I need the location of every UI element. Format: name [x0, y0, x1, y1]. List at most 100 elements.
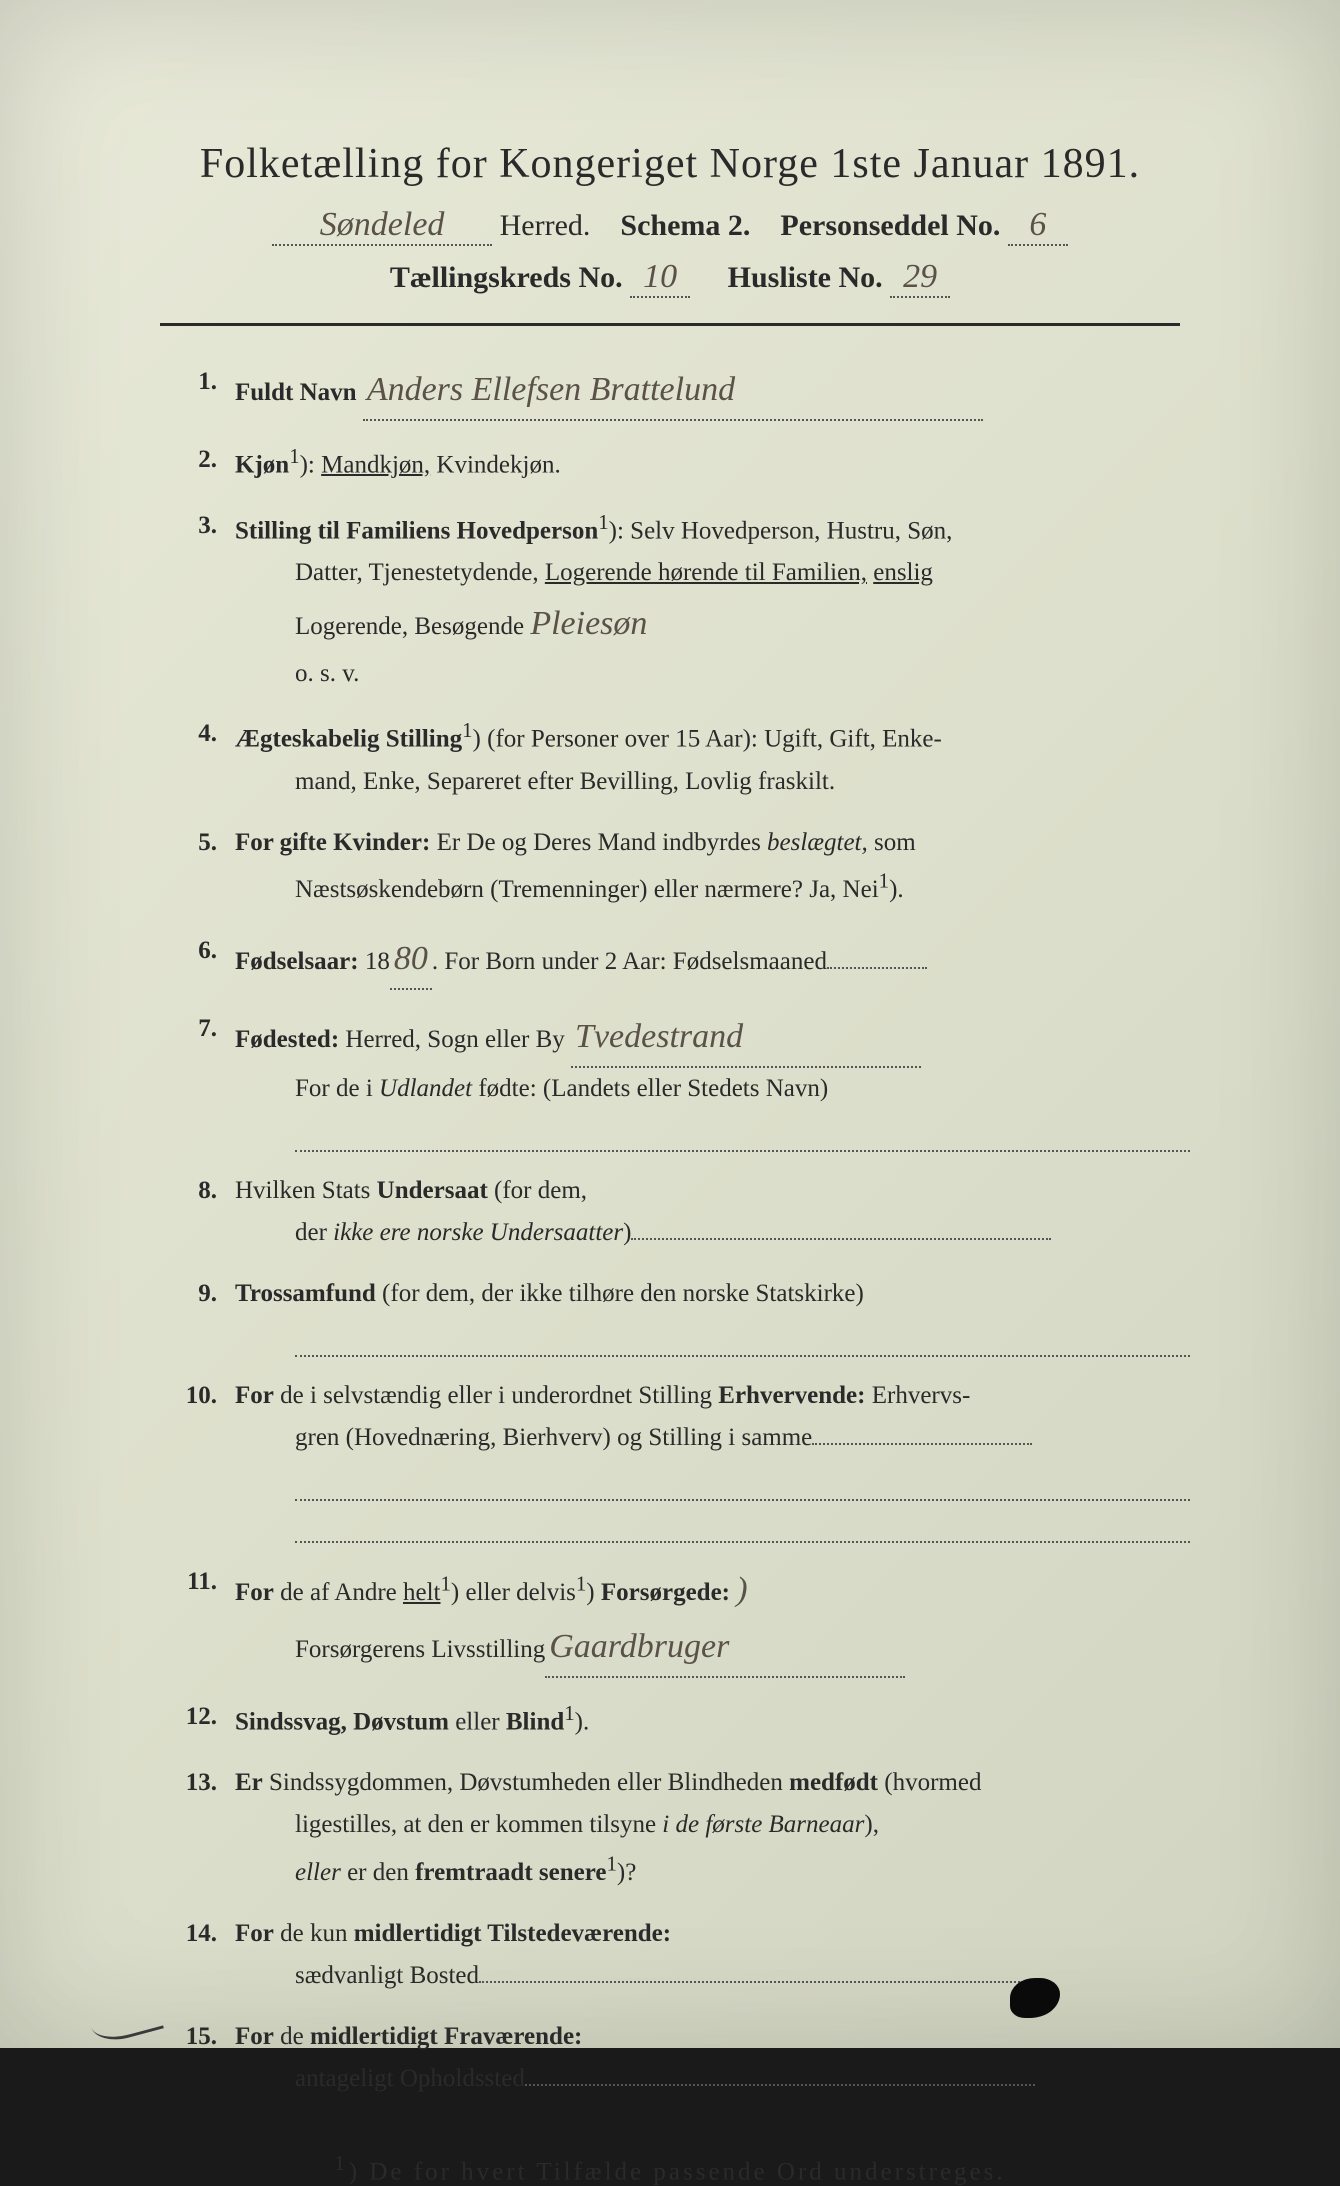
field-label: midlertidigt Tilstedeværende: — [354, 1920, 671, 1947]
item-content: Hvilken Stats Undersaat (for dem, der ik… — [235, 1170, 1190, 1255]
field-label: Sindssvag, Døvstum — [235, 1708, 449, 1735]
indented-text: sædvanligt Bosted — [235, 1962, 1039, 1989]
text: ) — [586, 1579, 601, 1606]
item-10: 10. For de i selvstændig eller i underor… — [180, 1375, 1190, 1543]
item-15: 15. For de midlertidigt Fraværende: anta… — [180, 2016, 1190, 2101]
item-content: Fødested: Herred, Sogn eller By Tvedestr… — [235, 1008, 1190, 1152]
footnote-ref: 1 — [289, 444, 299, 468]
footnote-ref: 1 — [441, 1571, 451, 1595]
indented-text: For de i Udlandet fødte: (Landets eller … — [235, 1075, 828, 1102]
personseddel-value: 6 — [1008, 206, 1068, 246]
field-label: For — [235, 1382, 274, 1409]
field-label: Erhvervende: — [718, 1382, 865, 1409]
item-8: 8. Hvilken Stats Undersaat (for dem, der… — [180, 1170, 1190, 1255]
item-content: Kjøn1): Mandkjøn, Kvindekjøn. — [235, 439, 1190, 487]
birth-year-value: 80 — [390, 930, 432, 990]
item-content: Fuldt Navn Anders Ellefsen Brattelund — [235, 361, 1190, 421]
schema-label: Schema 2. — [620, 209, 750, 242]
item-13: 13. Er Sindssygdommen, Døvstumheden elle… — [180, 1762, 1190, 1895]
item-num: 1. — [180, 361, 235, 421]
field-label: Fødested: — [235, 1026, 339, 1053]
item-content: For gifte Kvinder: Er De og Deres Mand i… — [235, 822, 1190, 912]
field-label: Er — [235, 1769, 263, 1796]
blank-line — [295, 1319, 1190, 1357]
blank-line — [295, 1114, 1190, 1152]
blank-line — [295, 1464, 1190, 1502]
field-label: Fuldt Navn — [235, 379, 357, 406]
item-6: 6. Fødselsaar: 1880. For Born under 2 Aa… — [180, 930, 1190, 990]
footnote-text: ) De for hvert Tilfælde passende Ord und… — [349, 2158, 1006, 2185]
kreds-value: 10 — [630, 258, 690, 298]
item-content: For de af Andre helt1) eller delvis1) Fo… — [235, 1561, 1190, 1679]
indented-text: Datter, Tjenestetydende, Logerende høren… — [235, 559, 933, 586]
item-9: 9. Trossamfund (for dem, der ikke tilhør… — [180, 1273, 1190, 1357]
text: Hvilken Stats — [235, 1177, 377, 1204]
item-num: 7. — [180, 1008, 235, 1152]
field-label: For gifte Kvinder: — [235, 829, 430, 856]
form-title: Folketælling for Kongeriget Norge 1ste J… — [120, 140, 1220, 188]
indented-text: antageligt Opholdssted — [235, 2065, 1035, 2092]
text-italic: beslægtet, — [767, 829, 868, 856]
field-label: Trossamfund — [235, 1280, 376, 1307]
footnote-marker: 1 — [334, 2151, 348, 2175]
item-num: 13. — [180, 1762, 235, 1895]
text-underline: helt — [403, 1579, 441, 1606]
text: de — [274, 2023, 310, 2050]
item-num: 2. — [180, 439, 235, 487]
field-label: For — [235, 2023, 274, 2050]
item-content: Fødselsaar: 1880. For Born under 2 Aar: … — [235, 930, 1190, 990]
husliste-value: 29 — [890, 258, 950, 298]
item-5: 5. For gifte Kvinder: Er De og Deres Man… — [180, 822, 1190, 912]
item-2: 2. Kjøn1): Mandkjøn, Kvindekjøn. — [180, 439, 1190, 487]
item-num: 9. — [180, 1273, 235, 1357]
livsstilling-value: Gaardbruger — [545, 1618, 905, 1678]
fuldt-navn-value: Anders Ellefsen Brattelund — [363, 361, 983, 421]
item-num: 8. — [180, 1170, 235, 1255]
field-label: Undersaat — [377, 1177, 488, 1204]
item-num: 4. — [180, 713, 235, 803]
indented-text: Forsørgerens LivsstillingGaardbruger — [235, 1636, 905, 1663]
blank-field — [827, 967, 927, 969]
indented-text: gren (Hovednæring, Bierhverv) og Stillin… — [235, 1424, 1032, 1451]
field-label: For — [235, 1920, 274, 1947]
item-content: Stilling til Familiens Hovedperson1): Se… — [235, 505, 1190, 696]
text: ). — [575, 1708, 590, 1735]
text: Sindssygdommen, Døvstumheden eller Blind… — [263, 1769, 789, 1796]
personseddel-label: Personseddel No. — [780, 209, 1000, 242]
footnote-ref: 1 — [606, 1852, 616, 1876]
item-content: Er Sindssygdommen, Døvstumheden eller Bl… — [235, 1762, 1190, 1895]
blank-field — [525, 2084, 1035, 2086]
text: (hvormed — [878, 1769, 981, 1796]
footnote: 1) De for hvert Tilfælde passende Ord un… — [120, 2151, 1220, 2186]
field-label: midlertidigt Fraværende: — [310, 2023, 582, 2050]
footnote-ref: 1 — [879, 869, 889, 893]
item-7: 7. Fødested: Herred, Sogn eller By Tvede… — [180, 1008, 1190, 1152]
indented-text: Næstsøskendebørn (Tremenninger) eller næ… — [235, 876, 904, 903]
text: eller — [449, 1708, 506, 1735]
field-label: Forsørgede: — [601, 1579, 730, 1606]
item-num: 6. — [180, 930, 235, 990]
field-label: Kjøn — [235, 451, 289, 478]
footnote-ref: 1 — [564, 1701, 574, 1725]
item-content: For de i selvstændig eller i underordnet… — [235, 1375, 1190, 1543]
text: . For Born under 2 Aar: Fødselsmaaned — [432, 948, 827, 975]
item-num: 11. — [180, 1561, 235, 1679]
text: ) eller delvis — [451, 1579, 576, 1606]
field-label: Ægteskabelig Stilling — [235, 726, 462, 753]
selected-gender: Mandkjøn, — [321, 451, 430, 478]
herred-label: Herred. — [500, 209, 591, 242]
item-4: 4. Ægteskabelig Stilling1) (for Personer… — [180, 713, 1190, 803]
item-content: Sindssvag, Døvstum eller Blind1). — [235, 1696, 1190, 1744]
item-num: 5. — [180, 822, 235, 912]
indented-text: Logerende, Besøgende Pleiesøn — [235, 613, 647, 640]
item-12: 12. Sindssvag, Døvstum eller Blind1). — [180, 1696, 1190, 1744]
text: mand, Enke, Separeret efter Bevilling, L… — [235, 768, 835, 795]
field-label: Fødselsaar: — [235, 948, 359, 975]
field-label: For — [235, 1579, 274, 1606]
herred-value: Søndeled — [272, 206, 492, 246]
footnote-ref: 1 — [462, 718, 472, 742]
item-num: 14. — [180, 1913, 235, 1998]
item-num: 3. — [180, 505, 235, 696]
text: de kun — [274, 1920, 354, 1947]
text: Herred, Sogn eller By — [339, 1026, 565, 1053]
